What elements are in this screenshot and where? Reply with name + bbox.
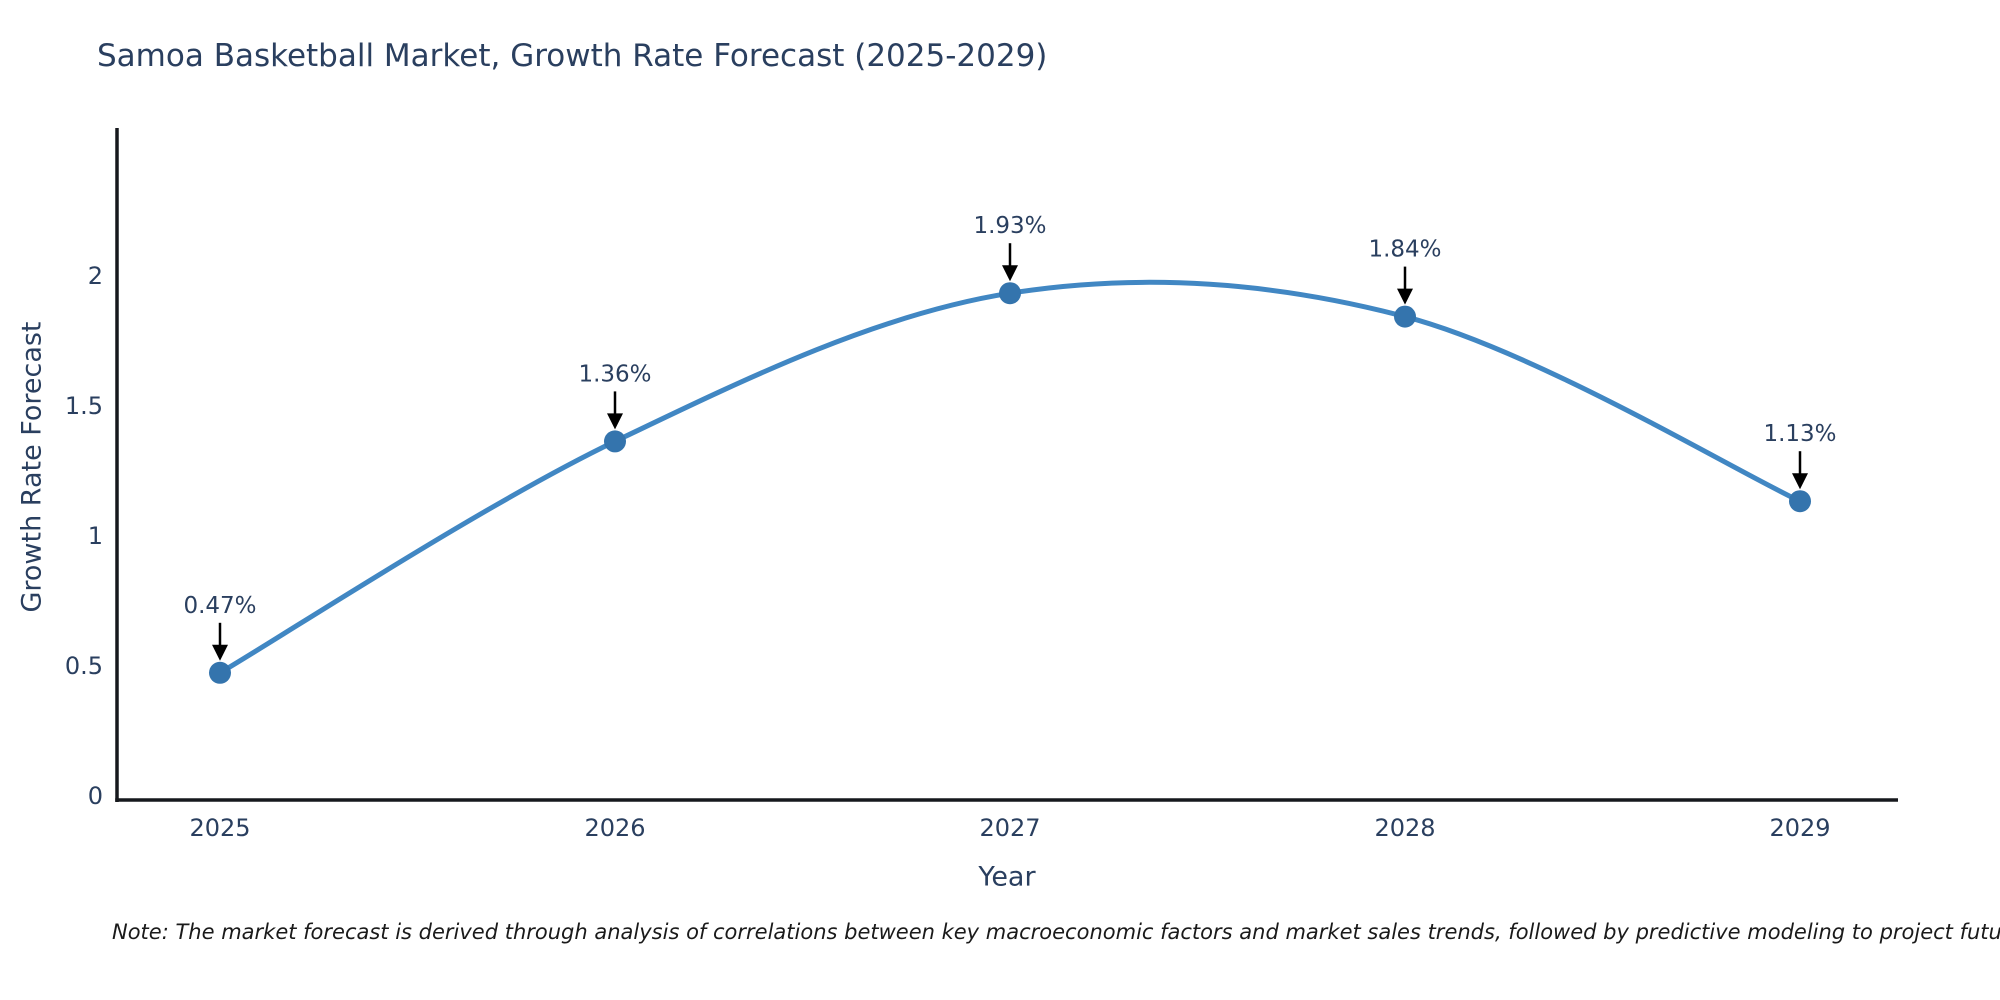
x-tick-label: 2026 bbox=[584, 814, 645, 842]
forecast-line bbox=[217, 279, 1803, 676]
x-tick-label: 2029 bbox=[1769, 814, 1830, 842]
annotation-label: 0.47% bbox=[183, 593, 256, 619]
y-tick-label: 0 bbox=[88, 782, 103, 810]
annotation-arrowhead bbox=[1792, 473, 1808, 490]
x-axis-title: Year bbox=[978, 861, 1036, 893]
data-point-2028[interactable] bbox=[1394, 305, 1416, 328]
x-tick-label: 2027 bbox=[979, 814, 1040, 842]
y-tick-label: 1.5 bbox=[65, 392, 103, 420]
annotation-label: 1.13% bbox=[1763, 421, 1836, 447]
y-tick-label: 0.5 bbox=[65, 652, 103, 680]
x-tick-label: 2028 bbox=[1374, 814, 1435, 842]
x-tick-label: 2025 bbox=[189, 814, 250, 842]
footnote: Note: The market forecast is derived thr… bbox=[112, 920, 2000, 944]
annotation-label: 1.84% bbox=[1368, 237, 1441, 263]
annotation-label: 1.93% bbox=[973, 213, 1046, 239]
y-tick-label: 2 bbox=[88, 262, 103, 290]
data-point-2025[interactable] bbox=[209, 661, 231, 684]
annotation-arrowhead bbox=[607, 413, 623, 430]
annotation-arrowhead bbox=[212, 644, 228, 661]
data-point-2027[interactable] bbox=[999, 282, 1021, 305]
chart-title: Samoa Basketball Market, Growth Rate For… bbox=[97, 38, 1048, 74]
data-point-2026[interactable] bbox=[604, 430, 626, 453]
annotation-arrowhead bbox=[1002, 265, 1018, 282]
annotation-label: 1.36% bbox=[578, 361, 651, 387]
annotation-arrowhead bbox=[1397, 288, 1413, 305]
y-tick-label: 1 bbox=[88, 522, 103, 550]
data-point-2029[interactable] bbox=[1789, 490, 1811, 513]
